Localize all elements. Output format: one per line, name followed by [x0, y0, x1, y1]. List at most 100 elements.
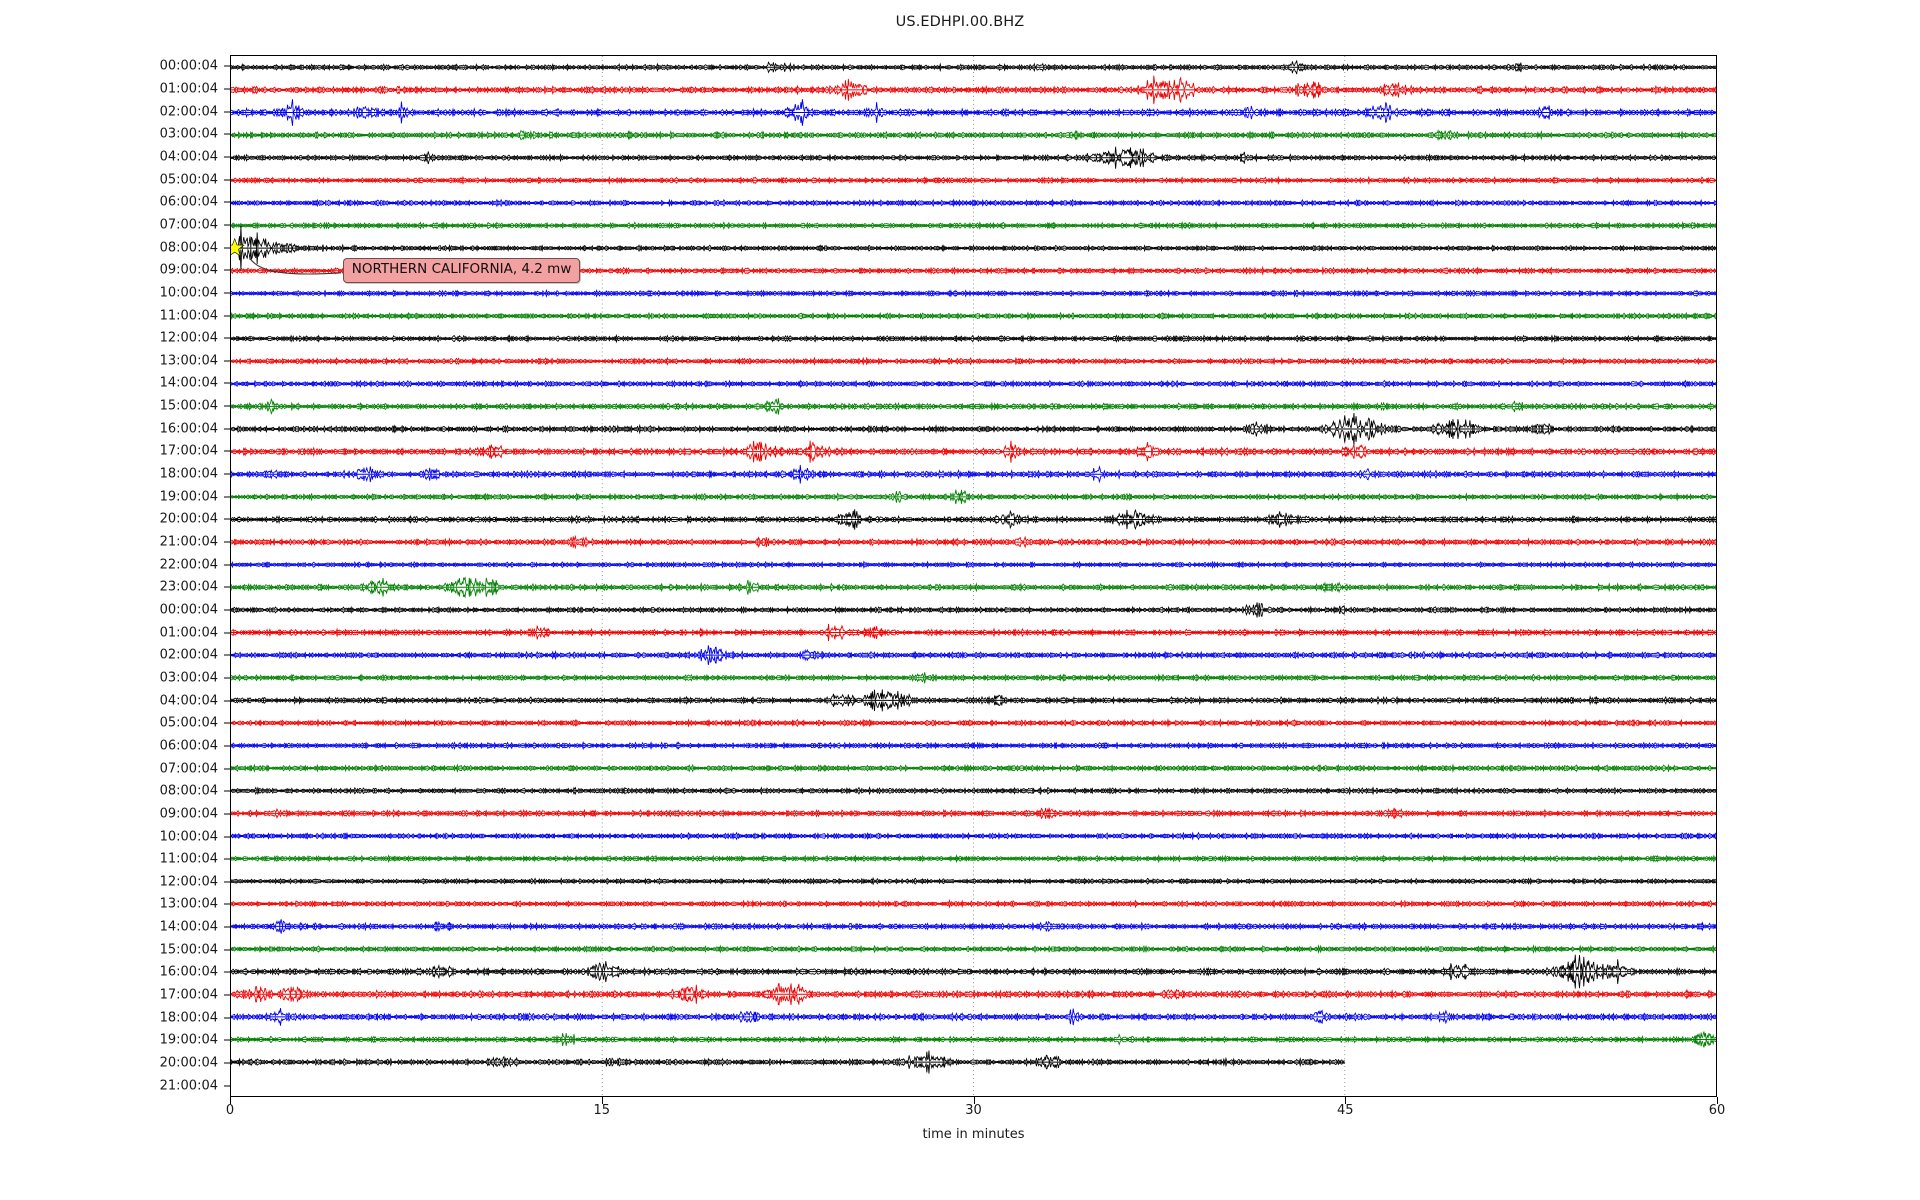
event-markers-layer [231, 237, 342, 275]
y-axis-tick-mark [224, 586, 231, 588]
trace-path-upper [231, 489, 1716, 499]
y-axis-tick-label: 15:00:04 [159, 942, 218, 958]
annotation-arrow [249, 257, 342, 275]
seismic-trace-row [231, 944, 1716, 954]
grid-lines [601, 56, 1346, 1096]
x-axis-tick-label: 30 [965, 1103, 982, 1118]
seismic-trace-row [231, 919, 1716, 934]
trace-path-lower [231, 427, 1716, 446]
trace-path-upper [231, 288, 1716, 295]
seismic-trace-row [231, 645, 1716, 666]
y-axis-tick-label: 01:00:04 [159, 81, 218, 97]
x-axis-tick-label: 15 [593, 1103, 611, 1118]
y-axis-tick-mark [224, 903, 231, 905]
y-axis-tick-mark [224, 247, 231, 249]
seismic-trace-row [231, 740, 1716, 751]
y-axis-tick-label: 03:00:04 [159, 126, 218, 142]
y-axis-tick-mark [224, 609, 231, 611]
trace-path-upper [231, 220, 1716, 227]
seismic-trace-row [231, 175, 1716, 186]
x-axis-tick-label: 0 [225, 1103, 235, 1118]
seismic-trace-row [231, 489, 1716, 505]
y-axis-tick-mark [224, 926, 231, 928]
y-axis-tick-label: 14:00:04 [159, 919, 218, 935]
seismic-trace-row [231, 576, 1716, 599]
trace-path-lower [231, 609, 1716, 618]
trace-path-upper [231, 645, 1716, 657]
y-axis-tick-label: 10:00:04 [159, 285, 218, 301]
y-axis-tick-label: 09:00:04 [159, 806, 218, 822]
y-axis-tick-mark [224, 337, 231, 339]
trace-path-lower [231, 495, 1716, 505]
y-axis-tick-label: 08:00:04 [159, 240, 218, 256]
seismic-trace-row [231, 60, 1716, 75]
trace-path-lower [231, 473, 1716, 484]
y-axis-tick-label: 21:00:04 [159, 1078, 218, 1094]
y-axis-tick-label: 02:00:04 [159, 104, 218, 120]
trace-path-upper [231, 1050, 1345, 1064]
y-axis-tick-label: 04:00:04 [159, 693, 218, 709]
y-axis-tick-mark [224, 881, 231, 883]
trace-path-upper [231, 576, 1716, 589]
y-axis-tick-mark [224, 111, 231, 113]
seismic-trace-row [231, 1050, 1345, 1074]
y-axis-tick-mark [224, 700, 231, 702]
y-axis-tick-mark [224, 1017, 231, 1019]
y-axis-tick-label: 18:00:04 [159, 466, 218, 482]
trace-path-lower [231, 789, 1716, 796]
y-axis-tick-mark [224, 496, 231, 498]
y-axis-tick-mark [224, 1085, 231, 1087]
y-axis-tick-mark [224, 790, 231, 792]
trace-path-upper [231, 146, 1716, 159]
y-axis-tick-label: 21:00:04 [159, 534, 218, 550]
y-axis-tick-mark [224, 632, 231, 634]
trace-path-lower [231, 1015, 1716, 1026]
trace-path-upper [231, 333, 1716, 340]
y-axis-tick-mark [224, 858, 231, 860]
y-axis-tick-label: 16:00:04 [159, 421, 218, 437]
y-axis-tick-mark [224, 971, 231, 973]
y-axis-tick-mark [224, 360, 231, 362]
y-axis-tick-label: 12:00:04 [159, 874, 218, 890]
x-axis-tick-label: 45 [1336, 1103, 1354, 1118]
trace-path-upper [231, 175, 1716, 182]
y-axis-tick-mark [224, 745, 231, 747]
y-axis-tick-mark [224, 65, 231, 67]
trace-path-lower [231, 563, 1716, 569]
trace-path-lower [231, 156, 1716, 169]
y-axis-tick-label: 14:00:04 [159, 375, 218, 391]
y-axis-tick-label: 11:00:04 [159, 308, 218, 323]
seismic-trace-row [231, 763, 1716, 773]
x-axis-tick-mark [601, 1097, 603, 1104]
trace-path-lower [231, 224, 1716, 231]
seismic-trace-row [231, 786, 1716, 796]
trace-path-upper [231, 807, 1716, 815]
trace-path-lower [231, 450, 1716, 463]
trace-path-upper [231, 560, 1716, 566]
y-axis-tick-label: 00:00:04 [159, 602, 218, 618]
y-axis-tick-mark [224, 428, 231, 430]
seismic-trace-row [231, 198, 1716, 208]
y-axis-tick-label: 13:00:04 [159, 353, 218, 369]
y-axis-tick-mark [224, 813, 231, 815]
y-axis-tick-mark [224, 541, 231, 543]
trace-path-upper [231, 718, 1716, 724]
x-axis-tick-mark [230, 1097, 231, 1104]
trace-path-lower [231, 767, 1716, 773]
seismic-trace-row [231, 75, 1716, 105]
seismic-trace-row [231, 1007, 1716, 1026]
y-axis-tick-label: 01:00:04 [159, 625, 218, 641]
trace-path-lower [231, 993, 1716, 1006]
y-axis-tick-mark [224, 405, 231, 407]
trace-path-lower [231, 133, 1716, 142]
trace-path-upper [231, 311, 1716, 317]
seismic-trace-row [231, 508, 1716, 531]
y-axis-tick-mark [224, 654, 231, 656]
event-annotation-label[interactable]: NORTHERN CALIFORNIA, 4.2 mw [342, 258, 581, 283]
y-axis-tick-label: 23:00:04 [159, 579, 218, 595]
seismic-trace-row [231, 333, 1716, 344]
x-axis-tick-mark [1345, 1097, 1347, 1104]
trace-path-upper [231, 508, 1716, 521]
trace-path-upper [231, 413, 1716, 431]
seismic-trace-row [231, 854, 1716, 864]
